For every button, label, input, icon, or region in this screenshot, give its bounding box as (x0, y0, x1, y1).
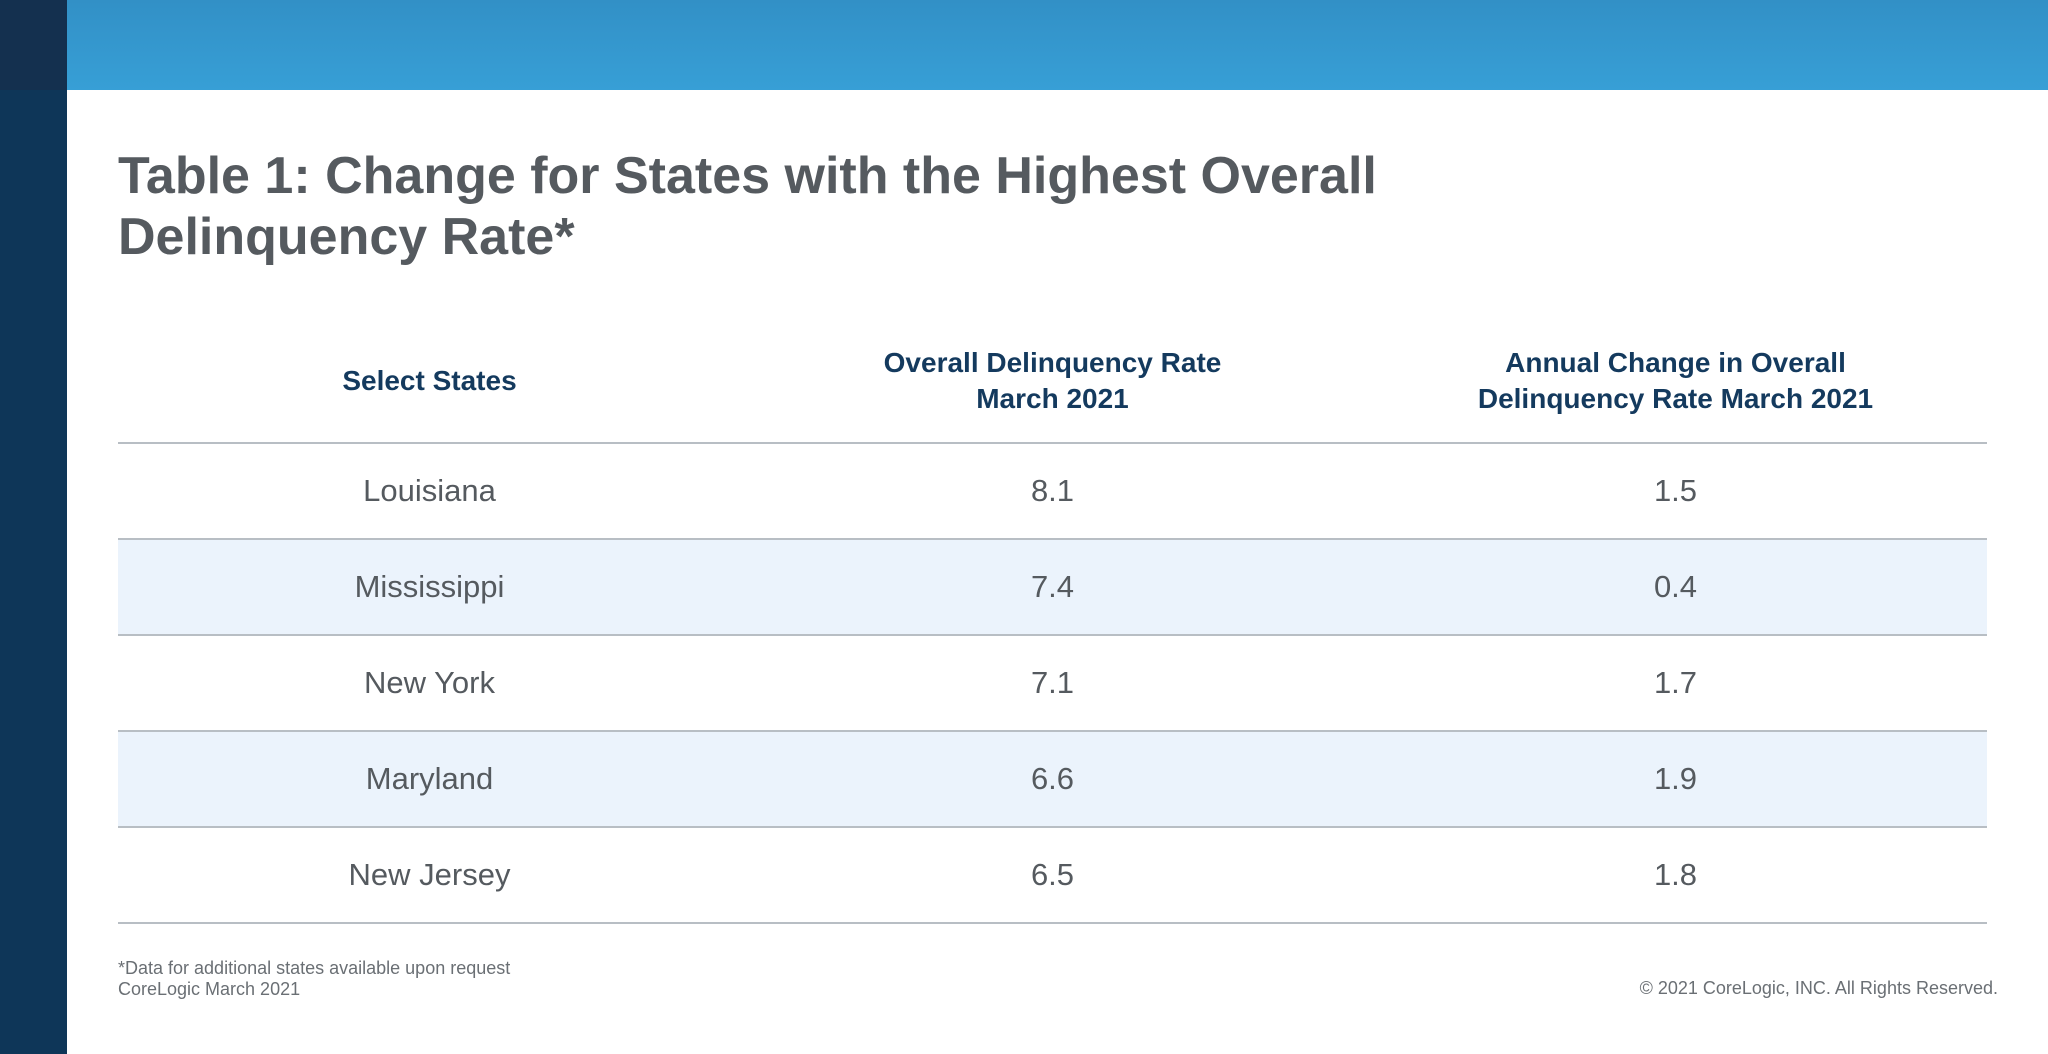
table-row: New York 7.1 1.7 (118, 636, 1987, 732)
top-banner (67, 0, 2048, 90)
header-annual-change: Annual Change in Overall Delinquency Rat… (1477, 347, 1874, 414)
cell-rate: 8.1 (1030, 473, 1075, 508)
left-accent-bar (0, 0, 67, 1054)
source-line: CoreLogic March 2021 (118, 979, 301, 999)
cell-state: New Jersey (348, 857, 511, 892)
cell-state: New York (364, 665, 495, 700)
cell-change: 1.9 (1653, 761, 1698, 796)
header-overall-rate: Overall Delinquency Rate March 2021 (883, 347, 1222, 414)
footnote-line: *Data for additional states available up… (118, 958, 511, 978)
cell-rate: 7.4 (1030, 569, 1075, 604)
cell-change: 0.4 (1653, 569, 1698, 604)
table-row: New Jersey 6.5 1.8 (118, 828, 1987, 924)
cell-change: 1.5 (1653, 473, 1698, 508)
table-row: Louisiana 8.1 1.5 (118, 444, 1987, 540)
cell-change: 1.8 (1653, 857, 1698, 892)
cell-rate: 6.6 (1030, 761, 1075, 796)
copyright-text: © 2021 CoreLogic, INC. All Rights Reserv… (1639, 978, 1998, 998)
delinquency-table: Select States Overall Delinquency Rate M… (118, 320, 1987, 924)
table-title: Table 1: Change for States with the High… (118, 147, 1377, 266)
footnote: *Data for additional states available up… (118, 958, 510, 1000)
cell-change: 1.7 (1653, 665, 1698, 700)
header-select-states: Select States (342, 365, 517, 396)
cell-rate: 7.1 (1030, 665, 1075, 700)
cell-state: Louisiana (363, 473, 496, 508)
cell-state: Maryland (365, 761, 494, 796)
cell-state: Mississippi (354, 569, 505, 604)
table-header-row: Select States Overall Delinquency Rate M… (118, 320, 1987, 444)
cell-rate: 6.5 (1030, 857, 1075, 892)
left-accent-bar-top (0, 0, 67, 90)
table-row: Maryland 6.6 1.9 (118, 732, 1987, 828)
table-row: Mississippi 7.4 0.4 (118, 540, 1987, 636)
